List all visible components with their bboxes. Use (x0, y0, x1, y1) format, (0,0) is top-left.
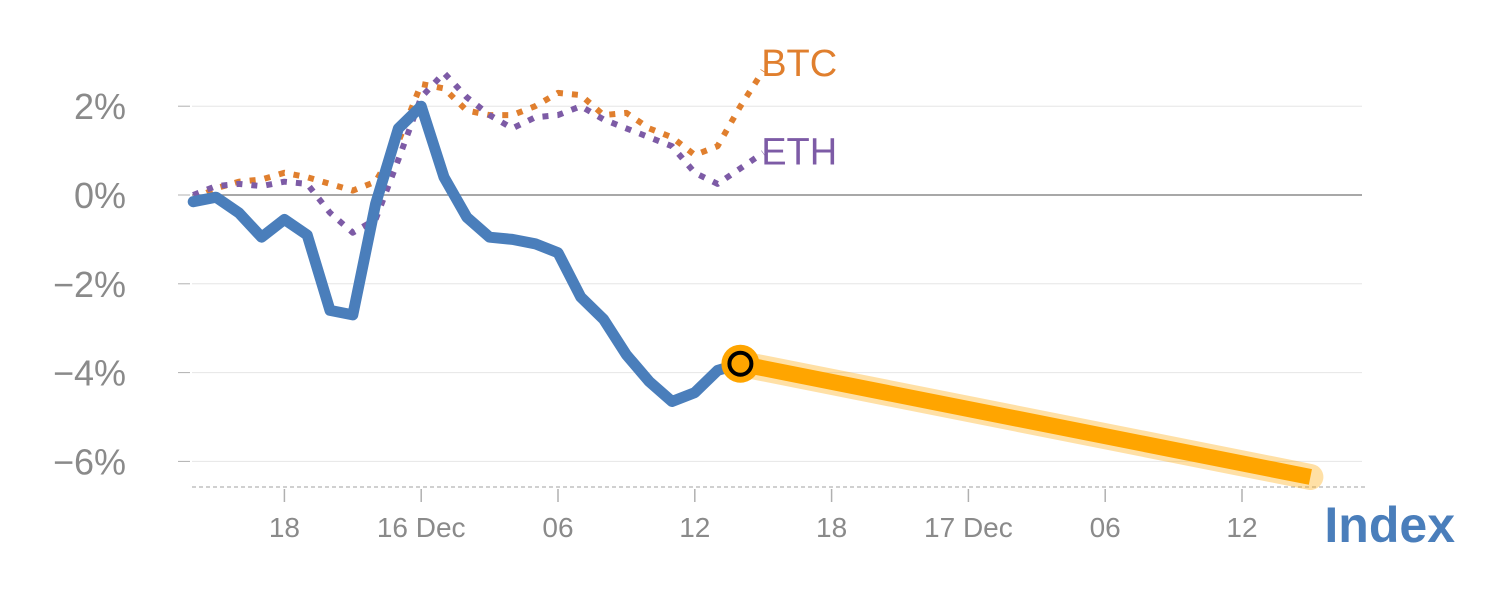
y-tick-label: −6% (53, 441, 126, 482)
x-tick-label: 12 (679, 512, 710, 543)
x-tick-label: 06 (542, 512, 573, 543)
current-point-marker (727, 350, 754, 377)
x-tick-label: 16 Dec (377, 512, 466, 543)
x-tick-label: 18 (816, 512, 847, 543)
y-tick-label: −4% (53, 353, 126, 394)
x-tick-label: 12 (1226, 512, 1257, 543)
series-labels: BTC ETH Index (761, 43, 1455, 553)
x-tick-label: 18 (269, 512, 300, 543)
y-tick-label: 0% (74, 175, 126, 216)
series-lines (187, 69, 1324, 490)
series-label-eth: ETH (761, 132, 837, 174)
series-line-btc (191, 69, 766, 203)
axes: 2% 0% −2% −4% −6% 18 16 Dec 06 12 18 17 Dec 06 12 (53, 86, 1365, 543)
x-tick-label: 06 (1090, 512, 1121, 543)
y-tick-label: −2% (53, 264, 126, 305)
series-label-index: Index (1324, 497, 1455, 553)
series-label-btc: BTC (761, 43, 837, 85)
series-line-index (187, 100, 746, 407)
series-line-eth (192, 69, 765, 236)
y-tick-label: 2% (74, 86, 126, 127)
x-tick-label: 17 Dec (924, 512, 1013, 543)
projection-line (738, 355, 1312, 485)
gridlines (192, 105, 1362, 462)
